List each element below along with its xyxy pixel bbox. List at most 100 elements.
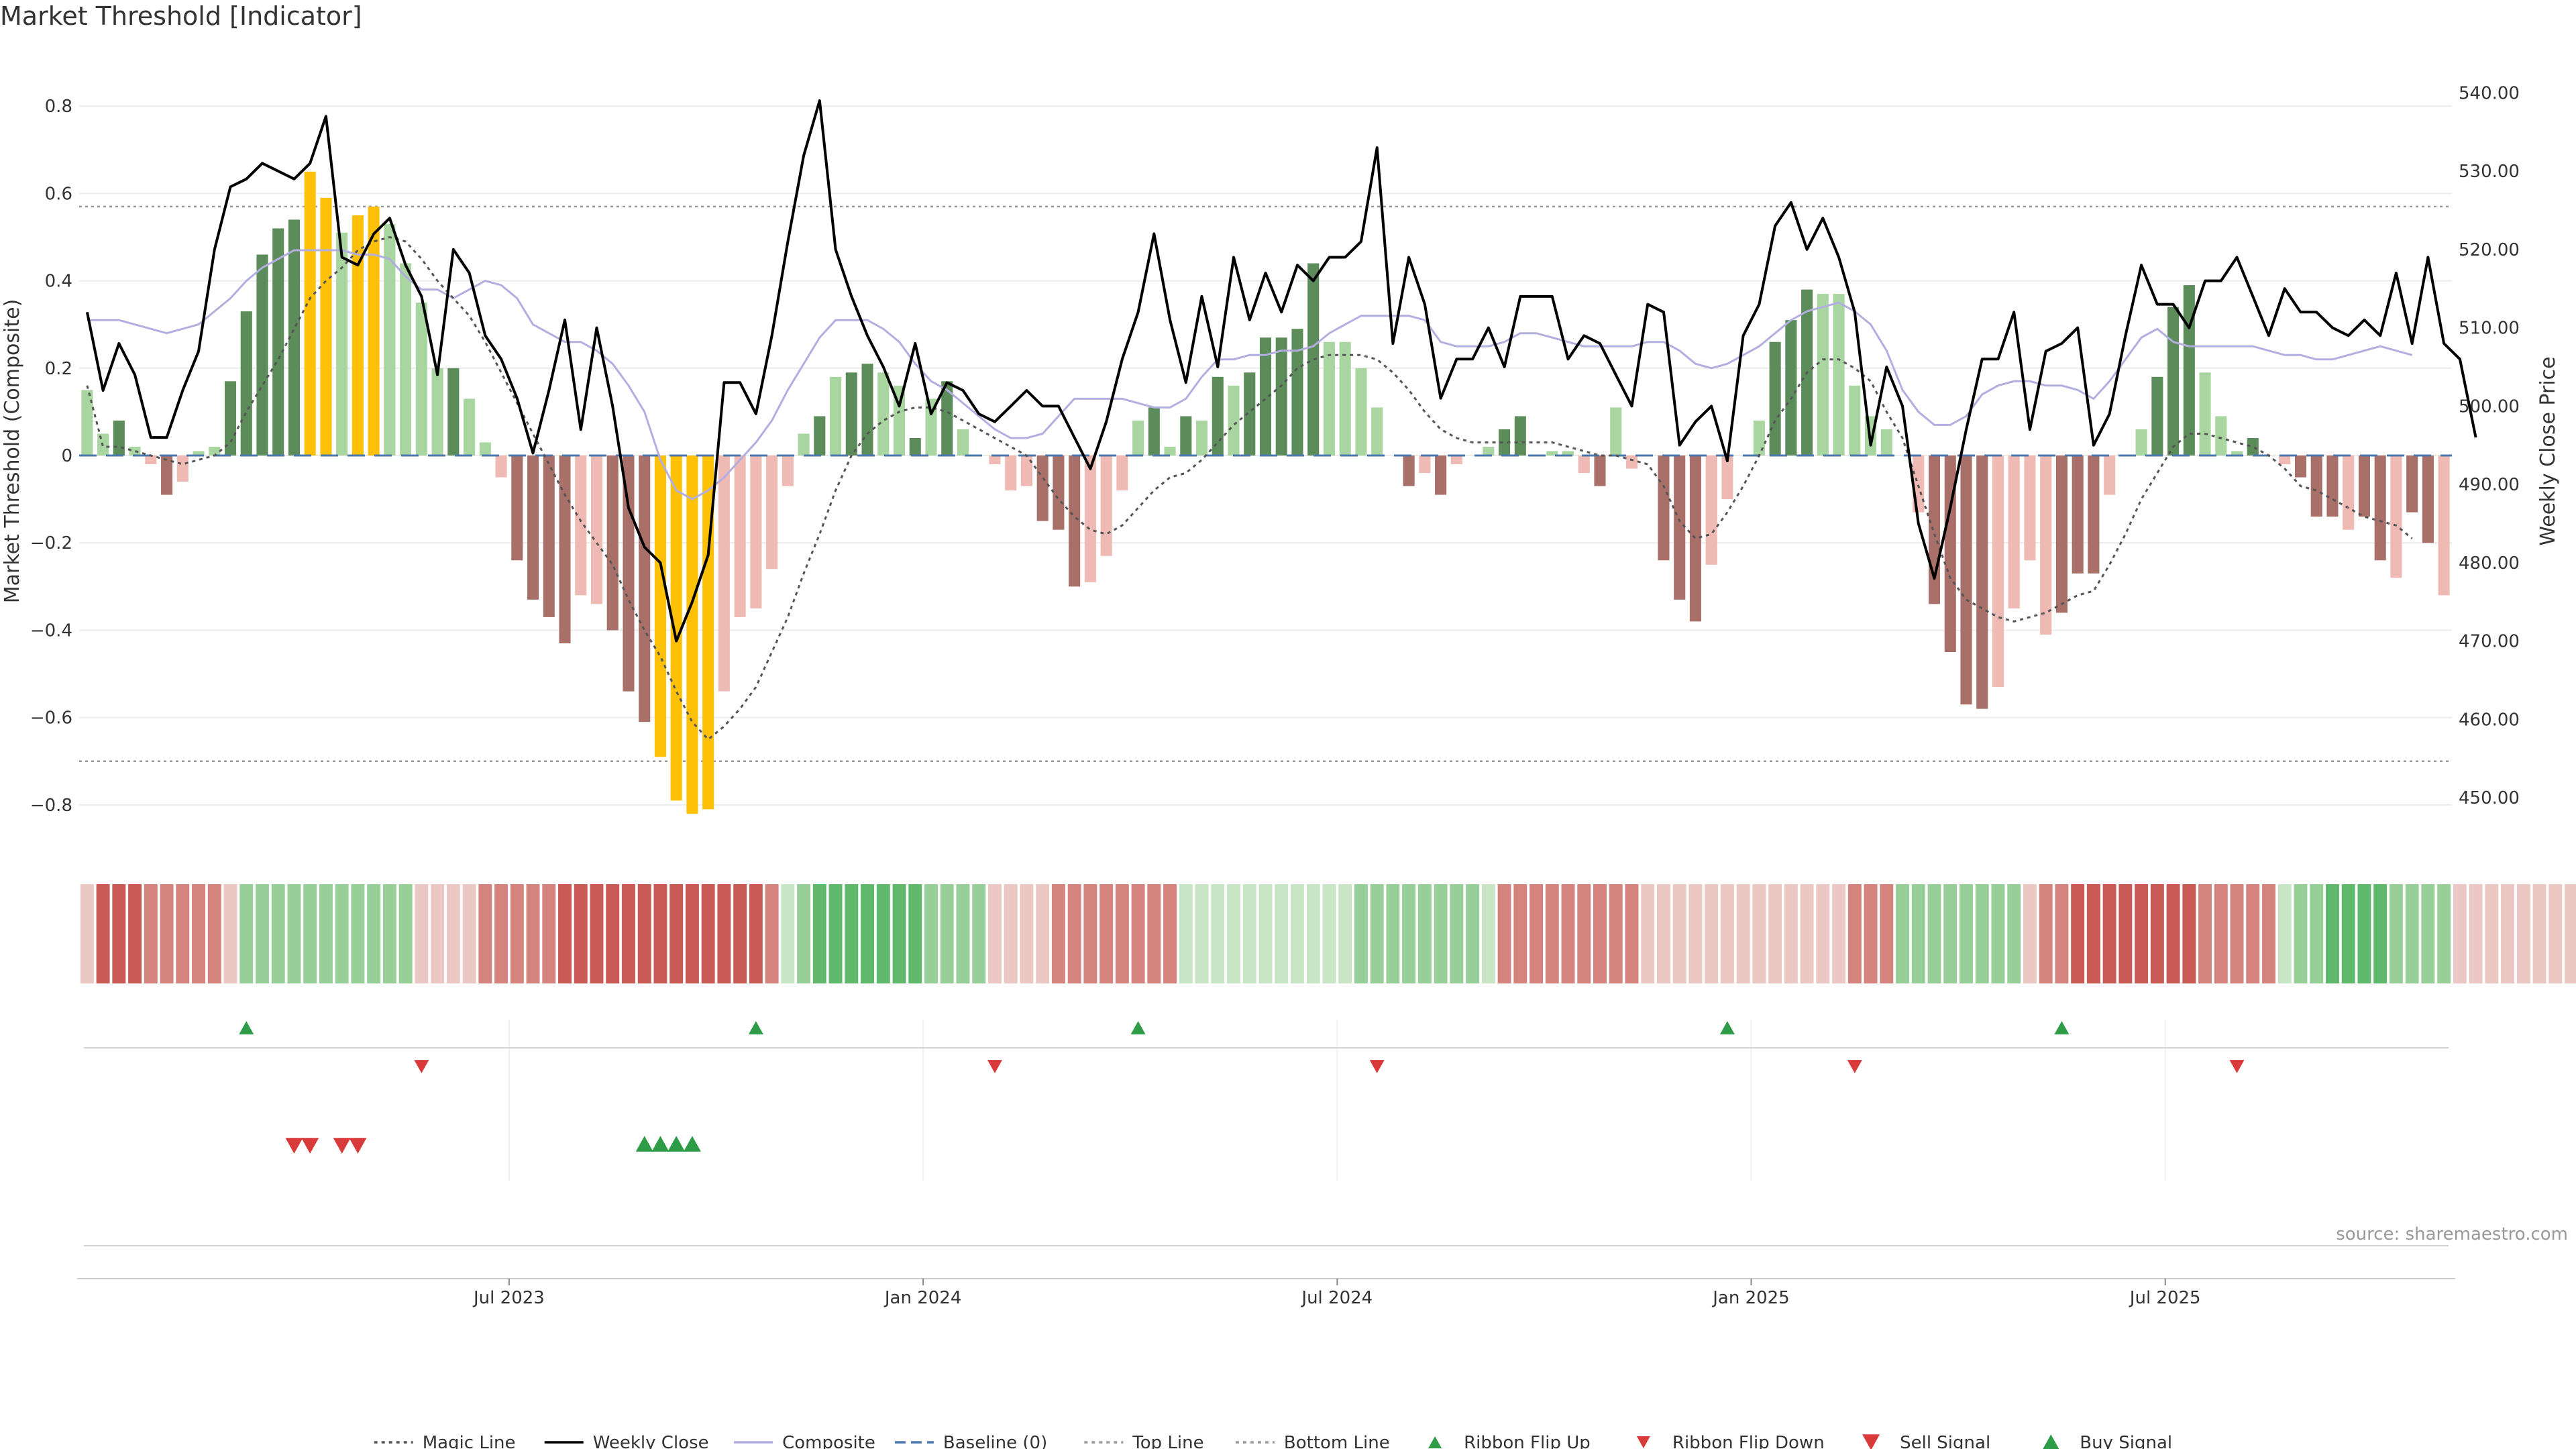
ribbon-cell <box>2071 884 2085 983</box>
ribbon-cell <box>398 884 413 983</box>
ribbon-cell <box>319 884 333 983</box>
composite-bar <box>1069 455 1081 587</box>
grid-lines <box>79 105 2452 806</box>
ribbon-cell <box>653 884 667 983</box>
ribbon-cell <box>431 884 445 983</box>
composite-bar <box>1036 455 1049 521</box>
ribbon-cell <box>606 884 620 983</box>
composite-bar <box>352 215 364 456</box>
legend-swatch <box>1428 1436 1442 1448</box>
composite-bar <box>1944 455 1956 653</box>
legend-label: Ribbon Flip Up <box>1464 1433 1591 1449</box>
composite-bar <box>925 398 937 456</box>
composite-bar <box>575 455 587 596</box>
composite-bar <box>798 433 810 456</box>
signal-rows <box>84 1020 2449 1246</box>
composite-bar <box>1403 455 1415 486</box>
y-tick-label: 0.4 <box>45 272 72 292</box>
x-tick-label: Jul 2025 <box>2129 1288 2201 1308</box>
composite-bar <box>766 455 778 570</box>
composite-bar <box>861 364 873 456</box>
ribbon-cell <box>382 884 396 983</box>
ribbon-cell <box>2102 884 2116 983</box>
ribbon-cell <box>1131 884 1145 983</box>
y-tick-label: −0.4 <box>30 621 72 641</box>
ribbon-cell <box>797 884 811 983</box>
ribbon-cell <box>1943 884 1957 983</box>
ribbon-cell <box>1386 884 1400 983</box>
composite-bar <box>2422 455 2434 543</box>
composite-bar <box>1339 341 1351 456</box>
ribbon-cell <box>828 884 843 983</box>
ribbon-cell <box>558 884 572 983</box>
composite-bar <box>718 455 730 692</box>
ribbon-cell <box>1784 884 1798 983</box>
ribbon-cell <box>1402 884 1416 983</box>
composite-bar <box>1483 446 1495 456</box>
composite-bar <box>511 455 523 561</box>
composite-bar <box>1116 455 1128 491</box>
ribbon-cell <box>1322 884 1336 983</box>
ribbon-cell <box>861 884 875 983</box>
composite-bar <box>1992 455 2004 688</box>
composite-bar <box>2374 455 2386 561</box>
ribbon-cell <box>2437 884 2451 983</box>
ribbon-cell <box>1688 884 1703 983</box>
composite-bar <box>384 223 396 456</box>
ribbon-cell <box>1036 884 1050 983</box>
composite-bar <box>2247 437 2259 456</box>
composite-bar <box>845 372 857 456</box>
composite-bar <box>1562 451 1574 456</box>
ribbon-cell <box>812 884 826 983</box>
ribbon-cell <box>1275 884 1289 983</box>
ribbon-cell <box>1417 884 1432 983</box>
ribbon-cell <box>128 884 142 983</box>
ribbon-cell <box>494 884 508 983</box>
ribbon-cell <box>1609 884 1623 983</box>
composite-bar <box>304 171 316 456</box>
y-axis-label: Market Threshold (Composite) <box>1 299 24 604</box>
ribbon-cell <box>80 884 94 983</box>
composite-bar <box>1084 455 1096 582</box>
composite-bar <box>1244 372 1256 456</box>
composite-bar <box>2358 455 2370 517</box>
y2-axis-label: Weekly Close Price <box>2536 356 2560 545</box>
ribbon-cell <box>2565 884 2576 983</box>
composite-bar <box>782 455 794 486</box>
y2-tick-label: 500.00 <box>2459 396 2520 417</box>
ribbon-flip-down-marker <box>1369 1060 1385 1073</box>
ribbon-cell <box>1481 884 1495 983</box>
composite-bar <box>1323 341 1335 456</box>
ribbon-cell <box>1466 884 1480 983</box>
composite-bar <box>1705 455 1717 565</box>
composite-bar <box>2406 455 2418 513</box>
ribbon-cell <box>2389 884 2403 983</box>
composite-bar <box>1546 451 1558 456</box>
y-tick-label: 0.2 <box>45 359 72 379</box>
ribbon-strip <box>80 884 2576 983</box>
composite-bar <box>1976 455 1988 709</box>
ribbon-cell <box>1545 884 1559 983</box>
composite-bar <box>2390 455 2402 578</box>
ribbon-cell <box>1896 884 1910 983</box>
composite-bar <box>814 416 826 456</box>
ribbon-cell <box>1020 884 1034 983</box>
composite-bar <box>2104 455 2116 495</box>
ribbon-cell <box>621 884 635 983</box>
composite-bar <box>1849 385 1861 456</box>
composite-bar <box>1578 455 1590 474</box>
composite-bar <box>639 455 651 722</box>
y-tick-label: 0 <box>61 446 72 466</box>
composite-bar <box>193 451 205 456</box>
ribbon-cell <box>1195 884 1209 983</box>
composite-bar <box>877 372 890 456</box>
ribbon-cell <box>845 884 859 983</box>
ribbon-cell <box>2023 884 2037 983</box>
composite-bar <box>734 455 746 617</box>
composite-bar <box>1960 455 1972 705</box>
composite-bar <box>1435 455 1447 495</box>
composite-bar <box>2343 455 2355 530</box>
composite-bar <box>1499 429 1511 456</box>
composite-bar <box>1880 429 1892 456</box>
sell-signal-marker <box>333 1138 351 1154</box>
